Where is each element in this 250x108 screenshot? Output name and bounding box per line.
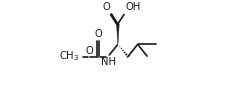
Polygon shape [116, 24, 119, 44]
Text: O: O [102, 2, 110, 12]
Text: OH: OH [126, 2, 141, 12]
Text: O: O [85, 46, 93, 56]
Text: CH$_3$: CH$_3$ [59, 50, 79, 63]
Text: O: O [95, 29, 102, 39]
Text: NH: NH [100, 57, 116, 67]
